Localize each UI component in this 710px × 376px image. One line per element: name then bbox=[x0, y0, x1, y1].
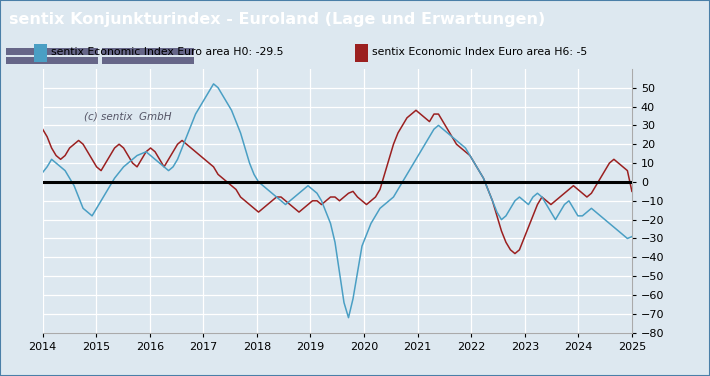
Text: sentix Konjunkturindex - Euroland (Lage und Erwartungen): sentix Konjunkturindex - Euroland (Lage … bbox=[9, 12, 545, 27]
Text: sentix Economic Index Euro area H0: -29.5: sentix Economic Index Euro area H0: -29.… bbox=[51, 47, 283, 57]
Bar bbox=[34, 44, 47, 62]
Bar bbox=[102, 48, 194, 55]
Bar bbox=[102, 57, 194, 64]
Text: sentix Economic Index Euro area H6: -5: sentix Economic Index Euro area H6: -5 bbox=[372, 47, 587, 57]
Bar bbox=[6, 57, 98, 64]
Bar bbox=[355, 44, 368, 62]
Bar bbox=[6, 48, 98, 55]
Text: (c) sentix  GmbH: (c) sentix GmbH bbox=[84, 111, 171, 121]
